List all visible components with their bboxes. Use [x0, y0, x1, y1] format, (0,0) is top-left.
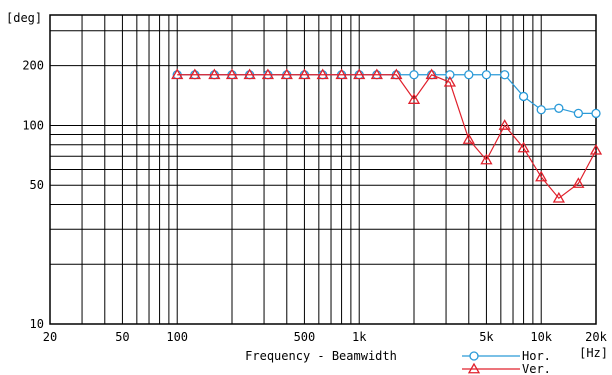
data-point-ver — [589, 143, 603, 155]
data-point-ver — [171, 68, 184, 80]
data-point-hor — [500, 70, 510, 80]
legend-item-hor: Hor. — [462, 349, 551, 363]
plot-frame — [49, 14, 597, 325]
data-point-ver — [535, 170, 548, 182]
x-tick-label: 20 — [43, 330, 57, 344]
data-point-ver — [225, 68, 239, 80]
legend-item-ver: Ver. — [462, 362, 551, 375]
data-point-ver — [498, 119, 511, 130]
data-point-hor — [409, 70, 419, 80]
y-tick-labels: 10 50 100 200 — [22, 59, 44, 331]
data-point-ver — [370, 68, 383, 80]
data-point-hor — [445, 70, 455, 80]
data-point-ver — [208, 68, 221, 80]
x-tick-label: 1k — [352, 330, 367, 344]
x-unit-label: [Hz] — [579, 346, 608, 360]
data-point-ver — [407, 93, 421, 104]
data-point-ver — [298, 68, 311, 80]
legend-marker-hor — [469, 351, 479, 361]
data-point-ver — [335, 68, 348, 80]
x-axis-title: Frequency - Beamwidth — [245, 349, 397, 363]
legend-marker-ver — [467, 362, 481, 374]
data-point-ver — [316, 68, 329, 80]
y-unit-label: [deg] — [6, 11, 42, 25]
x-tick-labels: 20 50 100 500 1k 5k 10k 20k — [43, 330, 608, 344]
series-ver — [171, 68, 603, 203]
data-point-hor — [591, 108, 601, 119]
x-tick-label: 5k — [479, 330, 494, 344]
data-point-hor — [464, 70, 474, 80]
x-tick-label: 20k — [585, 330, 607, 344]
data-point-ver — [425, 68, 438, 80]
data-point-ver — [462, 133, 475, 144]
y-tick-label: 200 — [22, 59, 44, 73]
data-point-ver — [188, 68, 201, 80]
data-point-hor — [536, 105, 546, 115]
data-point-hor — [554, 103, 564, 113]
data-point-ver — [353, 68, 366, 80]
x-tick-label: 50 — [115, 330, 129, 344]
data-point-ver — [390, 68, 403, 80]
legend: Hor.Ver. — [462, 349, 551, 375]
data-point-ver — [443, 75, 457, 87]
x-tick-label: 100 — [166, 330, 188, 344]
x-tick-label: 10k — [530, 330, 552, 344]
y-tick-label: 50 — [30, 178, 44, 192]
x-tick-label: 500 — [294, 330, 316, 344]
data-point-ver — [261, 68, 275, 80]
data-point-hor — [518, 91, 529, 102]
data-point-ver — [517, 141, 530, 153]
y-tick-label: 100 — [22, 118, 44, 132]
data-point-hor — [481, 70, 492, 80]
data-point-ver — [243, 68, 256, 80]
legend-label-hor: Hor. — [522, 349, 551, 363]
legend-label-ver: Ver. — [522, 362, 551, 375]
y-tick-label: 10 — [30, 317, 44, 331]
data-point-hor — [573, 108, 584, 119]
series-group — [171, 68, 603, 203]
data-point-ver — [572, 177, 585, 188]
data-point-ver — [280, 68, 293, 80]
data-point-ver — [480, 153, 493, 165]
data-point-ver — [552, 191, 565, 203]
grid — [49, 15, 597, 325]
